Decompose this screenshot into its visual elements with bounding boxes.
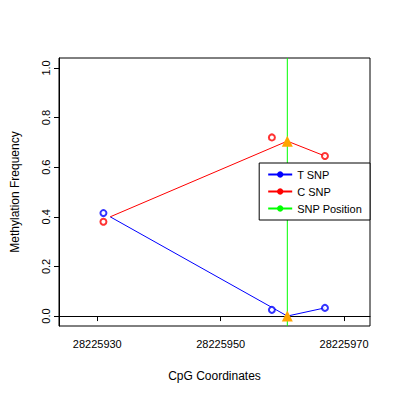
svg-text:Methylation Frequency: Methylation Frequency (8, 131, 22, 252)
svg-text:C SNP: C SNP (297, 186, 331, 198)
svg-text:0.4: 0.4 (40, 209, 52, 224)
svg-text:28225930: 28225930 (73, 338, 122, 350)
svg-text:SNP Position: SNP Position (297, 203, 362, 215)
svg-text:0.2: 0.2 (40, 259, 52, 274)
svg-text:CpG Coordinates: CpG Coordinates (168, 369, 261, 383)
svg-text:28225970: 28225970 (320, 338, 369, 350)
svg-text:28225950: 28225950 (196, 338, 245, 350)
svg-text:0.6: 0.6 (40, 160, 52, 175)
svg-text:1.0: 1.0 (40, 60, 52, 75)
svg-text:0.8: 0.8 (40, 110, 52, 125)
svg-text:0.0: 0.0 (40, 308, 52, 323)
svg-text:T SNP: T SNP (297, 169, 329, 181)
